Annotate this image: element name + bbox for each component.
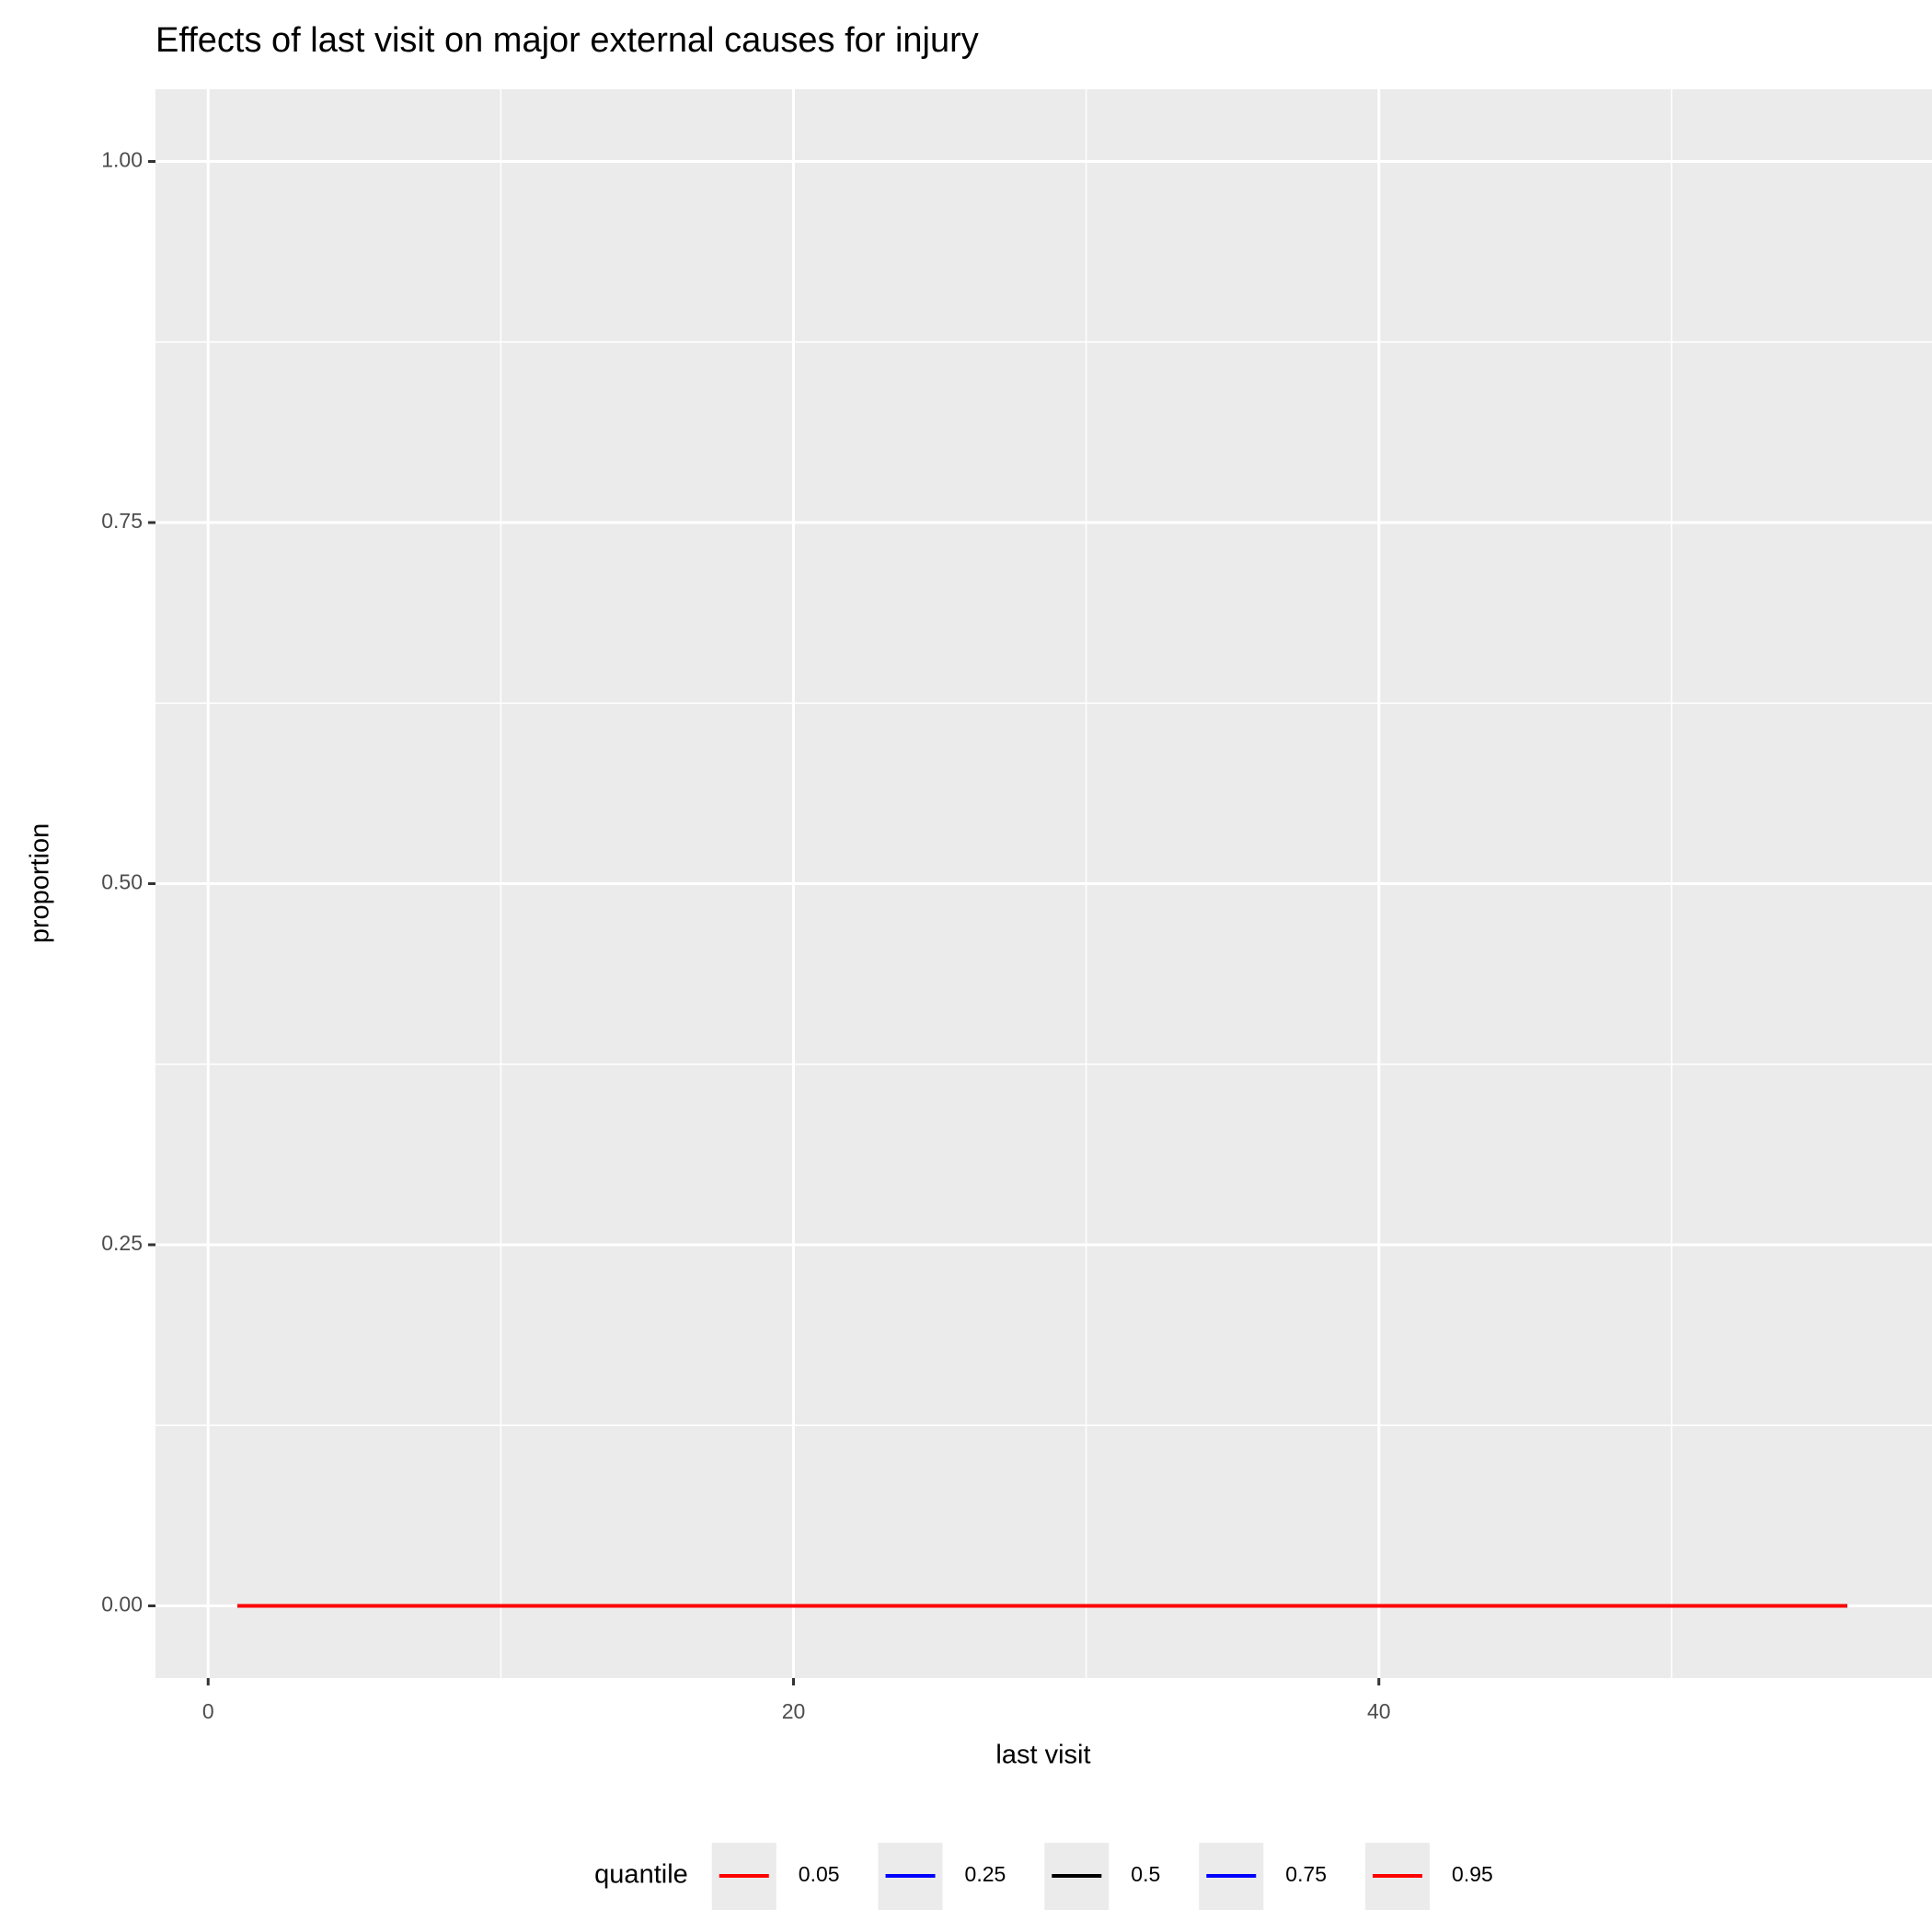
- x-tick-label: 40: [1367, 1699, 1391, 1723]
- x-tick-label: 20: [782, 1699, 806, 1723]
- legend-label: 0.5: [1131, 1862, 1160, 1886]
- legend-label: 0.25: [965, 1862, 1006, 1886]
- legend-title: quantile: [594, 1860, 688, 1890]
- legend: quantile 0.05 0.25 0.5 0.75 0.95: [594, 1843, 1493, 1910]
- legend-label: 0.05: [799, 1862, 840, 1886]
- legend-label: 0.95: [1452, 1862, 1493, 1886]
- x-tick-label: 0: [202, 1699, 214, 1723]
- y-tick-label: 0.00: [101, 1593, 143, 1616]
- x-axis-title: last visit: [995, 1741, 1090, 1770]
- y-tick-label: 0.25: [101, 1231, 143, 1255]
- y-tick-label: 0.50: [101, 870, 143, 894]
- chart-title: Effects of last visit on major external …: [155, 21, 979, 60]
- y-axis-title: proportion: [26, 823, 55, 944]
- y-tick-label: 1.00: [101, 148, 143, 172]
- legend-label: 0.75: [1285, 1862, 1327, 1886]
- y-tick-label: 0.75: [101, 509, 143, 533]
